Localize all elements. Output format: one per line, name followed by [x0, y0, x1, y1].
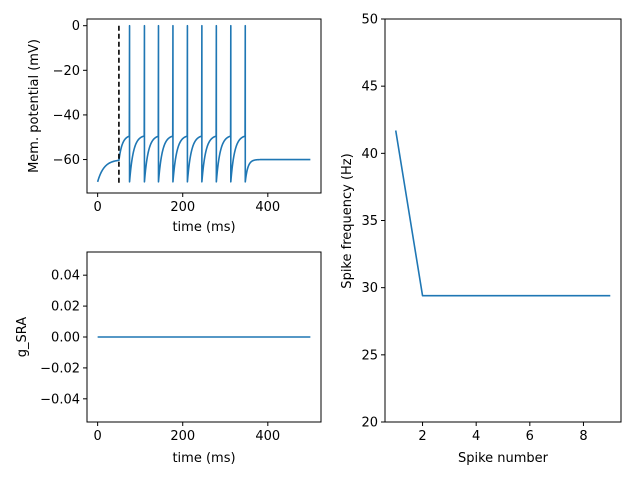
gsra-x-label: time (ms) [172, 451, 235, 466]
membrane-x-ticks: 0 200 400 [93, 193, 280, 215]
frequency-x-tick-label: 2 [418, 429, 426, 444]
frequency-y-tick-label: 40 [361, 147, 378, 162]
gsra-y-tick-label: 0.02 [51, 300, 80, 315]
membrane-x-tick-label: 400 [255, 200, 280, 215]
frequency-x-label: Spike number [458, 451, 549, 466]
gsra-y-tick-label: −0.02 [40, 361, 80, 376]
gsra-y-label: g_SRA [15, 317, 30, 358]
membrane-panel: 0 200 400 0 −20 −40 −60 time (ms) Mem. potent… [27, 18, 322, 235]
gsra-x-ticks: 0 200 400 [93, 422, 280, 444]
frequency-x-ticks: 2 4 6 8 [418, 422, 588, 444]
membrane-y-tick-label: −20 [53, 64, 80, 79]
membrane-trace-line [96, 24, 311, 183]
gsra-y-tick-label: 0.04 [51, 269, 80, 284]
gsra-x-tick-label: 200 [170, 429, 195, 444]
membrane-x-tick-label: 200 [170, 200, 195, 215]
frequency-x-tick-label: 6 [526, 429, 534, 444]
frequency-line [394, 130, 611, 297]
frequency-x-tick-label: 4 [472, 429, 480, 444]
frequency-y-tick-label: 25 [361, 348, 378, 363]
membrane-y-ticks: 0 −20 −40 −60 [53, 19, 87, 168]
gsra-x-tick-label: 0 [93, 429, 101, 444]
gsra-y-ticks: −0.04 −0.02 0.00 0.02 0.04 [40, 269, 87, 407]
frequency-y-tick-label: 35 [361, 214, 378, 229]
frequency-panel: 2 4 6 8 20 25 30 35 40 45 50 Spike number Spike f… [340, 13, 622, 466]
membrane-x-tick-label: 0 [93, 200, 101, 215]
frequency-y-tick-label: 45 [361, 80, 378, 95]
membrane-plot-area [96, 24, 311, 183]
membrane-y-tick-label: −60 [53, 153, 80, 168]
frequency-y-tick-label: 30 [361, 281, 378, 296]
frequency-y-tick-label: 20 [361, 416, 378, 431]
gsra-panel: 0 200 400 −0.04 −0.02 0.00 0.02 0.04 time (ms)… [15, 251, 322, 466]
frequency-y-tick-label: 50 [361, 13, 378, 28]
gsra-y-tick-label: 0.00 [51, 331, 80, 346]
gsra-y-tick-label: −0.04 [40, 392, 80, 407]
membrane-axes-frame [86, 18, 322, 194]
frequency-y-ticks: 20 25 30 35 40 45 50 [361, 13, 385, 431]
gsra-x-tick-label: 400 [255, 429, 280, 444]
frequency-x-tick-label: 8 [579, 429, 587, 444]
membrane-y-label: Mem. potential (mV) [27, 39, 42, 173]
frequency-y-label: Spike frequency (Hz) [340, 153, 355, 288]
membrane-x-label: time (ms) [172, 220, 235, 235]
membrane-y-tick-label: −40 [53, 108, 80, 123]
membrane-y-tick-label: 0 [72, 19, 80, 34]
frequency-plot-area [394, 130, 611, 297]
